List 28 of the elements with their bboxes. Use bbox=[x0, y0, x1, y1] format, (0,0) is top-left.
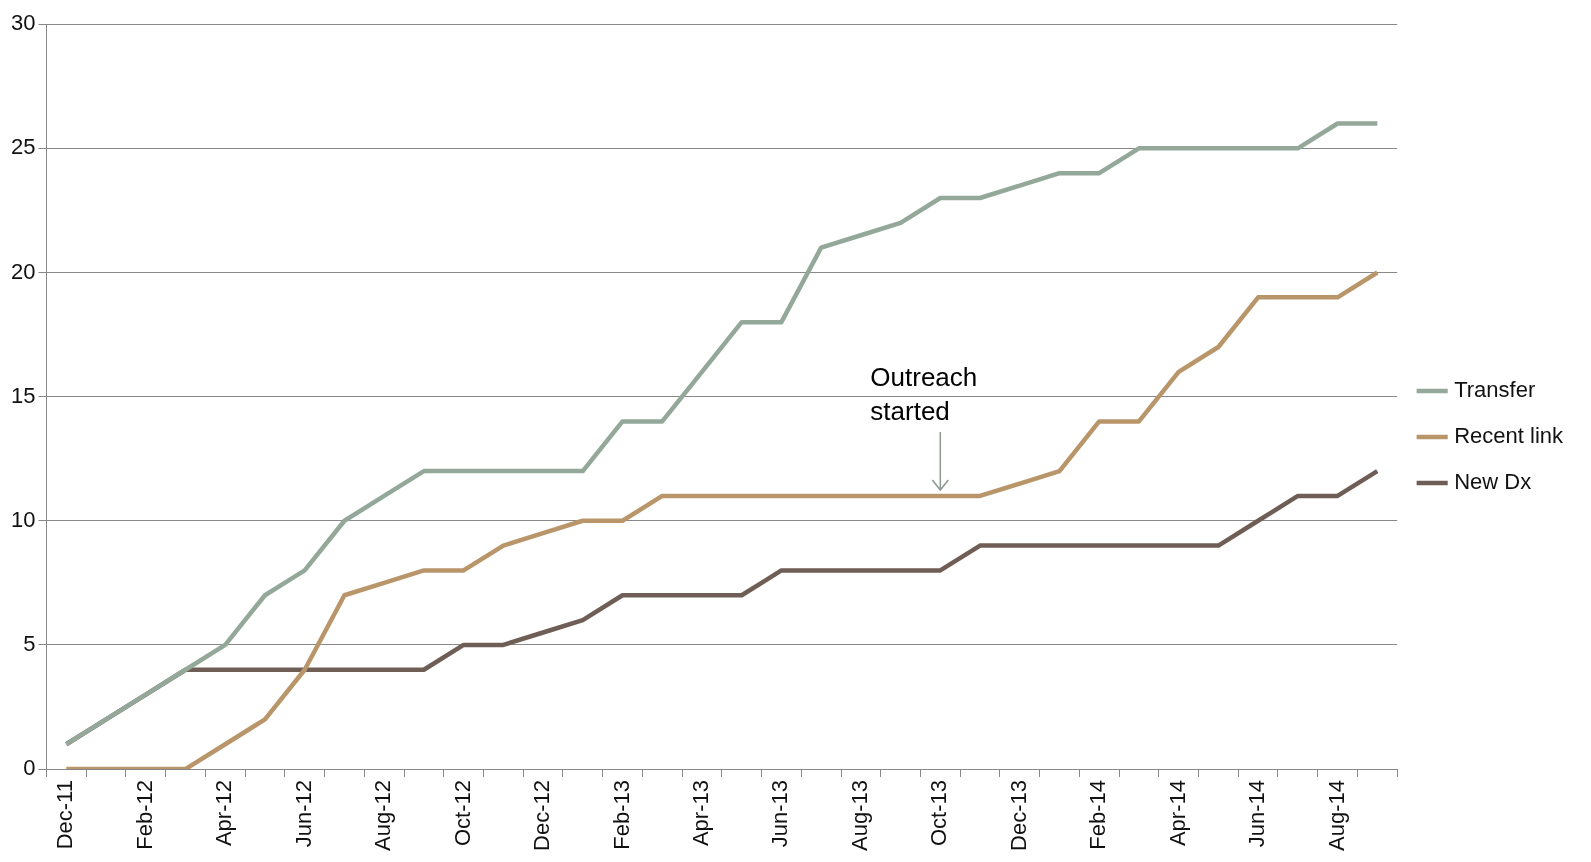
x-tick-label: Oct-12 bbox=[449, 780, 475, 847]
y-tick-label: 20 bbox=[10, 258, 36, 284]
y-tick-label: 10 bbox=[10, 506, 36, 532]
x-tick-label: Dec-11 bbox=[52, 780, 78, 850]
x-tick-label: Apr-12 bbox=[211, 780, 237, 847]
x-tick-label: Jun-13 bbox=[767, 780, 793, 848]
legend-label: Transfer bbox=[1454, 377, 1536, 403]
x-tick-label: Feb-14 bbox=[1085, 780, 1111, 850]
x-tick-label: Aug-13 bbox=[846, 780, 872, 852]
x-tick-label: Dec-12 bbox=[529, 780, 555, 851]
x-tick-label: Feb-12 bbox=[131, 780, 157, 850]
y-tick-label: 30 bbox=[10, 10, 36, 36]
x-tick-label: Jun-12 bbox=[290, 780, 316, 848]
legend-label: Recent link bbox=[1454, 423, 1564, 449]
legend-label: New Dx bbox=[1454, 469, 1532, 495]
x-tick-label: Jun-14 bbox=[1244, 780, 1270, 848]
y-tick-label: 0 bbox=[23, 755, 36, 781]
y-tick-label: 5 bbox=[23, 630, 36, 656]
x-tick-label: Aug-14 bbox=[1323, 780, 1349, 852]
x-tick-label: Apr-13 bbox=[688, 780, 714, 847]
y-tick-label: 25 bbox=[10, 134, 36, 160]
x-tick-label: Aug-12 bbox=[370, 780, 396, 852]
x-tick-label: Oct-13 bbox=[926, 780, 952, 847]
y-tick-label: 15 bbox=[10, 382, 36, 408]
annotation: Outreach started bbox=[870, 361, 978, 426]
x-tick-label: Dec-13 bbox=[1005, 780, 1031, 851]
x-tick-label: Apr-14 bbox=[1164, 780, 1190, 847]
x-tick-label: Feb-13 bbox=[608, 780, 634, 850]
